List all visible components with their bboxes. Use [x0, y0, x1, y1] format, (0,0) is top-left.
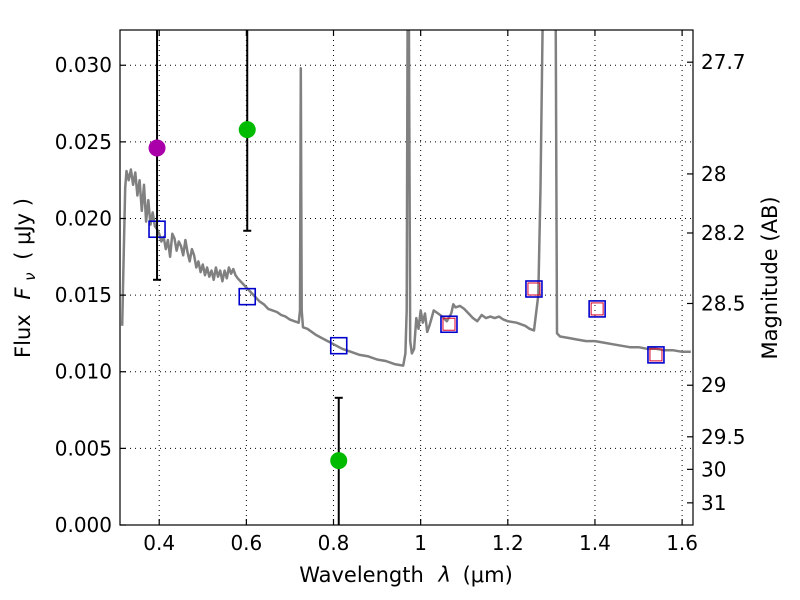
x-tick-label: 1.2 [492, 531, 524, 555]
y2-axis-title: Magnitude (AB) [758, 196, 782, 359]
x-axis-title: Wavelength λ (μm) [299, 563, 513, 587]
observed-point-square [527, 282, 541, 296]
x-tick-label: 1.6 [666, 531, 698, 555]
flux-point-circle [238, 121, 256, 139]
model-point-square [588, 300, 606, 318]
x-tick-label: 0.6 [230, 531, 262, 555]
plot-frame [119, 29, 694, 526]
x-tick-label: 1 [414, 531, 427, 555]
y-axis-nu-subscript: ν [21, 272, 39, 280]
y-tick-label: 0.000 [55, 513, 112, 537]
spectrum-line [120, 30, 691, 367]
x-axis-lambda-symbol: λ [437, 563, 450, 587]
model-point-square [329, 336, 348, 355]
y-tick-label: 0.020 [55, 206, 112, 230]
y2-tick-label: 31 [701, 491, 726, 515]
flux-point-circle [148, 139, 166, 157]
y-tick-label: 0.010 [55, 360, 112, 384]
x-axis-unit: (μm) [463, 563, 513, 587]
axis-ticks: 0.4 0.6 0.8 1 1.2 1.4 1.6 0.000 0.005 0.010 0.015 0… [55, 30, 746, 555]
model-point-square [440, 315, 458, 334]
y2-tick-label: 28.2 [701, 221, 746, 245]
y-axis-title: Flux F ν ( μJy ) [11, 198, 40, 358]
y2-tick-label: 29.5 [701, 425, 746, 449]
y-tick-label: 0.025 [55, 130, 112, 154]
model-point-square [238, 287, 257, 306]
x-tick-label: 0.8 [318, 531, 350, 555]
y2-tick-label: 28 [701, 162, 726, 186]
y-axis-f-symbol: F [11, 287, 35, 300]
model-point-square [525, 280, 543, 298]
y-axis-title-prefix: Flux [11, 314, 35, 358]
plot-area [120, 30, 691, 367]
y2-tick-label: 29 [701, 373, 726, 397]
x-axis-title-prefix: Wavelength [299, 563, 424, 587]
model-point-square [647, 346, 665, 364]
y-tick-label: 0.030 [55, 53, 112, 77]
y-tick-label: 0.005 [55, 436, 112, 460]
y2-tick-label: 27.7 [701, 50, 746, 74]
flux-point-circle [330, 452, 348, 470]
x-tick-label: 0.4 [143, 531, 175, 555]
observed-point-square [590, 302, 604, 316]
observed-point-square [649, 348, 663, 362]
observed-point-square [442, 317, 456, 331]
grid-lines [120, 30, 693, 525]
x-tick-label: 1.4 [579, 531, 611, 555]
y2-tick-label: 30 [701, 457, 726, 481]
y2-tick-label: 28.5 [701, 291, 746, 315]
y-axis-unit: ( μJy ) [11, 198, 35, 260]
y-tick-label: 0.015 [55, 283, 112, 307]
error-bars [148, 30, 348, 525]
